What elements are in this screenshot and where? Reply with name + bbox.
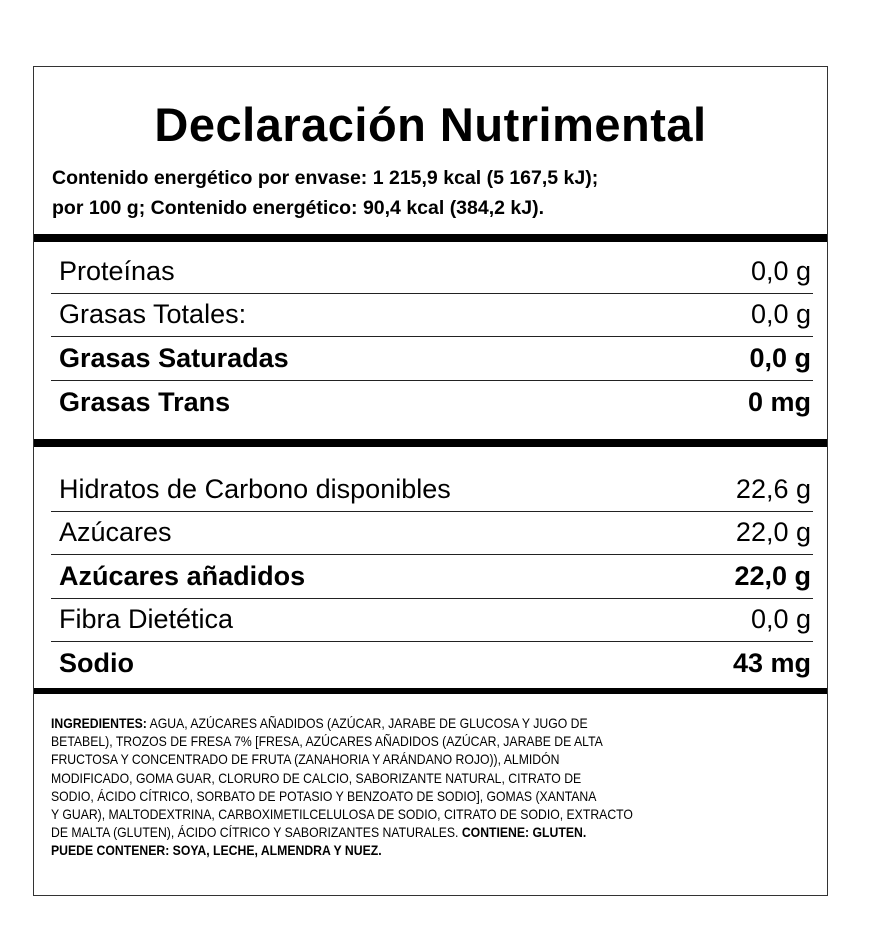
nutrient-value: 0 mg [747, 386, 811, 417]
allergen-contains: CONTIENE: GLUTEN. [461, 825, 587, 841]
nutrient-name: Hidratos de Carbono disponibles [59, 473, 451, 504]
nutrient-row: Grasas Totales: 0,0 g [51, 294, 813, 337]
ingredients-line: PUEDE CONTENER: SOYA, LECHE, ALMENDRA Y … [51, 842, 744, 860]
ingredients-line: INGREDIENTES: AGUA, AZÚCARES AÑADIDOS (A… [51, 715, 744, 733]
allergen-may-contain: PUEDE CONTENER: SOYA, LECHE, ALMENDRA Y … [51, 843, 382, 859]
nutrient-row: Sodio 43 mg [51, 642, 813, 686]
nutrient-name: Proteínas [59, 255, 175, 286]
nutrient-value: 0,0 g [750, 299, 811, 330]
nutrition-label: Declaración Nutrimental Contenido energé… [33, 66, 828, 896]
ingredients-line: Y GUAR), MALTODEXTRINA, CARBOXIMETILCELU… [51, 806, 744, 824]
ingredients-text: AGUA, AZÚCARES AÑADIDOS (AZÚCAR, JARABE … [146, 716, 588, 731]
nutrient-name: Grasas Trans [59, 386, 231, 417]
nutrient-row: Azúcares 22,0 g [51, 512, 813, 555]
ingredients-line: FRUCTOSA Y CONCENTRADO DE FRUTA (ZANAHOR… [51, 751, 744, 769]
ingredients-text: Y GUAR), MALTODEXTRINA, CARBOXIMETILCELU… [51, 807, 633, 823]
ingredients-line: BETABEL), TROZOS DE FRESA 7% [FRESA, AZÚ… [51, 733, 744, 751]
energy-per-100g: por 100 g; Contenido energético: 90,4 kc… [52, 197, 544, 219]
divider-thick [34, 439, 827, 447]
ingredients-list: INGREDIENTES: AGUA, AZÚCARES AÑADIDOS (A… [51, 715, 821, 861]
ingredients-line: SODIO, ÁCIDO CÍTRICO, SORBATO DE POTASIO… [51, 788, 744, 806]
nutrient-row: Fibra Dietética 0,0 g [51, 599, 813, 642]
nutrient-name: Grasas Saturadas [59, 342, 289, 373]
nutrient-row: Grasas Saturadas 0,0 g [51, 337, 813, 381]
ingredients-text: FRUCTOSA Y CONCENTRADO DE FRUTA (ZANAHOR… [51, 752, 560, 768]
nutrient-name: Azúcares añadidos [59, 560, 306, 591]
energy-content: Contenido energético por envase: 1 215,9… [52, 163, 598, 223]
nutrient-row: Grasas Trans 0 mg [51, 381, 813, 425]
nutrient-name: Grasas Totales: [59, 299, 247, 330]
nutrient-value: 43 mg [732, 648, 811, 679]
nutrient-value: 0,0 g [750, 604, 811, 635]
divider-thick [34, 234, 827, 242]
nutrient-value: 22,6 g [735, 473, 811, 504]
ingredients-text: MODIFICADO, GOMA GUAR, CLORURO DE CALCIO… [51, 770, 582, 786]
nutrient-value: 0,0 g [749, 342, 811, 373]
nutrient-name: Sodio [59, 648, 134, 679]
ingredients-label: INGREDIENTES: [51, 716, 147, 731]
energy-per-package: Contenido energético por envase: 1 215,9… [52, 167, 599, 189]
nutrient-value: 22,0 g [735, 517, 811, 548]
nutrients-carbs: Hidratos de Carbono disponibles 22,6 g Azú… [51, 468, 813, 686]
ingredients-text: BETABEL), TROZOS DE FRESA 7% [FRESA, AZÚ… [51, 734, 603, 750]
ingredients-line: DE MALTA (GLUTEN), ÁCIDO CÍTRICO Y SABOR… [51, 824, 744, 842]
nutrient-name: Azúcares [59, 517, 172, 548]
divider-thick [34, 688, 827, 694]
ingredients-text: SODIO, ÁCIDO CÍTRICO, SORBATO DE POTASIO… [51, 788, 597, 804]
nutrient-row: Hidratos de Carbono disponibles 22,6 g [51, 468, 813, 512]
label-title: Declaración Nutrimental [154, 98, 707, 151]
nutrient-name: Fibra Dietética [59, 604, 234, 635]
nutrient-row: Azúcares añadidos 22,0 g [51, 555, 813, 599]
nutrient-value: 0,0 g [750, 255, 811, 286]
nutrient-row: Proteínas 0,0 g [51, 250, 813, 294]
ingredients-line: MODIFICADO, GOMA GUAR, CLORURO DE CALCIO… [51, 770, 744, 788]
nutrient-value: 22,0 g [734, 560, 811, 591]
ingredients-text: DE MALTA (GLUTEN), ÁCIDO CÍTRICO Y SABOR… [51, 825, 462, 841]
nutrients-fats: Proteínas 0,0 g Grasas Totales: 0,0 g Grasas… [51, 250, 813, 424]
